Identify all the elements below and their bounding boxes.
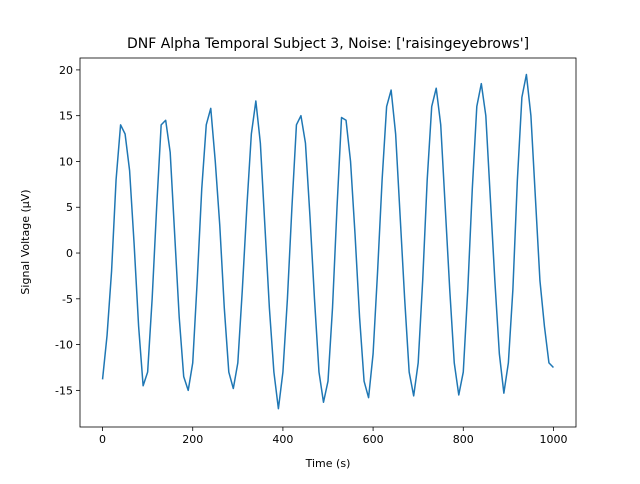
x-axis-label: Time (s) — [305, 457, 351, 470]
y-tick-label: -10 — [55, 339, 73, 352]
x-tick-label: 0 — [99, 433, 106, 446]
chart-title: DNF Alpha Temporal Subject 3, Noise: ['r… — [127, 36, 529, 52]
x-tick-label: 600 — [363, 433, 384, 446]
y-tick-label: 5 — [66, 201, 73, 214]
y-tick-label: 15 — [59, 110, 73, 123]
plot-frame — [79, 57, 577, 428]
x-tick-label: 800 — [453, 433, 474, 446]
y-axis-label: Signal Voltage (μV) — [19, 189, 32, 294]
x-tick-label: 400 — [272, 433, 293, 446]
y-tick-label: -5 — [62, 293, 73, 306]
y-tick-label: 20 — [59, 64, 73, 77]
y-tick-label: -15 — [55, 384, 73, 397]
series-line — [101, 73, 554, 410]
x-tick-label: 200 — [182, 433, 203, 446]
x-tick-label: 1000 — [539, 433, 567, 446]
y-tick-label: 10 — [59, 155, 73, 168]
y-tick-label: 0 — [66, 247, 73, 260]
